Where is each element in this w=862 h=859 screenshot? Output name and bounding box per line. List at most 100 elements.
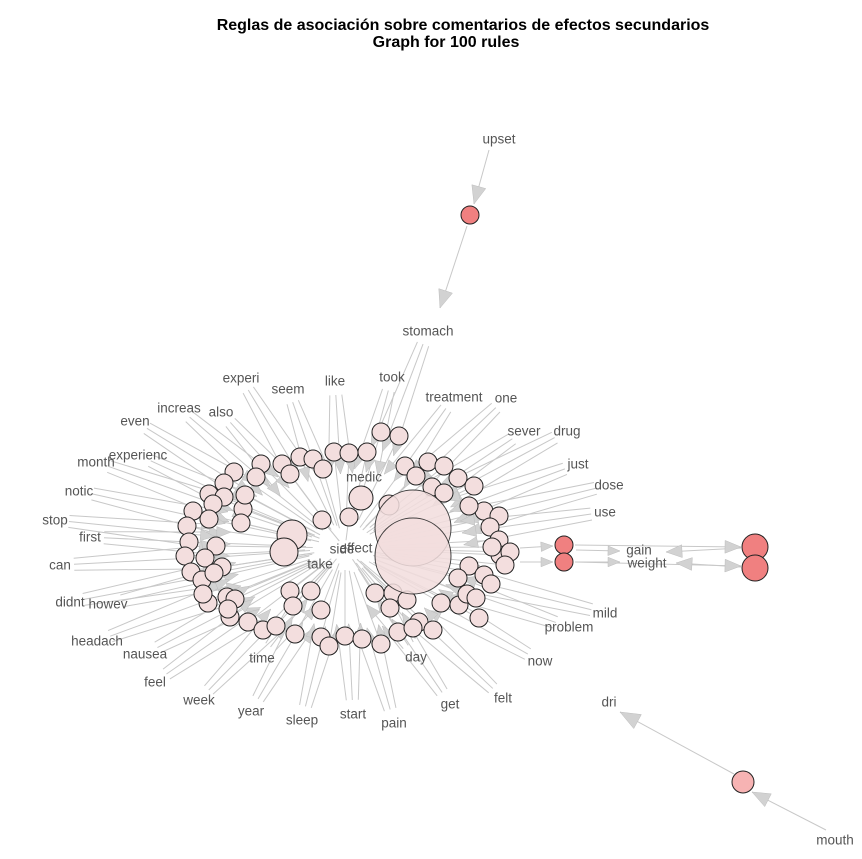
item-label-side: side bbox=[330, 542, 355, 557]
rule-node bbox=[235, 485, 255, 505]
rule-node bbox=[374, 517, 452, 595]
rule-edge bbox=[320, 570, 340, 638]
rule-node bbox=[312, 510, 332, 530]
item-label-use: use bbox=[594, 505, 616, 520]
rule-edge bbox=[333, 451, 343, 525]
rule-node bbox=[266, 616, 286, 636]
rule-node bbox=[280, 464, 300, 484]
rule-edge bbox=[328, 572, 342, 647]
item-label-medic: medic bbox=[346, 470, 382, 485]
rule-edge bbox=[445, 462, 563, 501]
item-label-took: took bbox=[379, 370, 405, 385]
item-label-upset: upset bbox=[482, 132, 515, 147]
rule-edge bbox=[294, 569, 333, 635]
rule-arrowhead bbox=[724, 558, 742, 573]
rule-node bbox=[238, 612, 258, 632]
item-label-effect: effect bbox=[340, 541, 373, 556]
rule-arrowhead bbox=[471, 184, 487, 205]
rule-node bbox=[218, 599, 238, 619]
rule-node bbox=[175, 546, 195, 566]
rule-arrowhead bbox=[199, 529, 216, 541]
rule-node bbox=[313, 459, 333, 479]
item-label-month: month bbox=[77, 455, 115, 470]
rule-edge bbox=[255, 476, 324, 531]
item-label-seem: seem bbox=[271, 382, 304, 397]
rule-node bbox=[495, 555, 515, 575]
rule-edge bbox=[234, 560, 318, 600]
item-label-dri: dri bbox=[601, 695, 616, 710]
item-label-experienc: experienc bbox=[109, 448, 168, 463]
item-label-experi: experi bbox=[223, 371, 260, 386]
rule-edge bbox=[407, 624, 490, 694]
item-label-didnt: didnt bbox=[55, 595, 85, 610]
rule-arrowhead bbox=[213, 579, 230, 591]
rule-arrowheads bbox=[198, 184, 772, 808]
rule-node bbox=[448, 568, 468, 588]
rule-edge bbox=[418, 433, 510, 487]
item-label-can: can bbox=[49, 558, 71, 573]
rule-node bbox=[403, 618, 423, 638]
rule-edge bbox=[426, 609, 526, 660]
item-label-even: even bbox=[120, 414, 149, 429]
item-label-also: also bbox=[209, 405, 234, 420]
rule-node bbox=[301, 581, 321, 601]
rule-node bbox=[335, 626, 355, 646]
rule-node bbox=[731, 770, 755, 794]
rule-arrowhead bbox=[438, 288, 453, 309]
rule-arrowhead bbox=[724, 540, 742, 554]
item-label-start: start bbox=[340, 707, 367, 722]
rule-arrowhead bbox=[665, 544, 683, 558]
rule-arrowhead bbox=[266, 481, 281, 497]
rule-node bbox=[469, 608, 489, 628]
rule-node bbox=[199, 509, 219, 529]
rule-node bbox=[365, 583, 385, 603]
rule-node bbox=[231, 513, 251, 533]
rule-node bbox=[319, 636, 339, 656]
rule-arrowhead bbox=[423, 607, 439, 623]
rule-node bbox=[193, 584, 213, 604]
rule-node bbox=[448, 468, 468, 488]
rule-arrowhead bbox=[383, 459, 398, 475]
rule-edge bbox=[574, 544, 742, 548]
rule-node bbox=[371, 634, 391, 654]
rule-edge bbox=[425, 411, 501, 491]
graph-subtitle-line-2: Graph for 100 rules bbox=[373, 34, 520, 51]
rule-edge bbox=[353, 571, 382, 645]
rule-node bbox=[380, 598, 400, 618]
rule-edge bbox=[619, 711, 735, 775]
rule-arrowhead bbox=[751, 791, 772, 808]
item-label-headach: headach bbox=[71, 634, 123, 649]
rule-arrowhead bbox=[461, 524, 477, 537]
item-label-problem: problem bbox=[545, 620, 594, 635]
rule-edge bbox=[444, 437, 555, 497]
item-label-mild: mild bbox=[593, 606, 618, 621]
rule-node bbox=[423, 620, 443, 640]
item-label-sleep: sleep bbox=[286, 713, 318, 728]
item-label-just: just bbox=[566, 457, 588, 472]
rule-arrowhead bbox=[298, 466, 311, 483]
rule-arrowhead bbox=[459, 513, 476, 526]
rule-node bbox=[371, 422, 391, 442]
rule-arrowhead bbox=[607, 556, 621, 568]
rule-node bbox=[339, 507, 359, 527]
rule-node bbox=[460, 205, 480, 225]
item-label-howev: howev bbox=[88, 597, 127, 612]
item-label-feel: feel bbox=[144, 675, 166, 690]
item-label-first: first bbox=[79, 530, 101, 545]
rule-node bbox=[339, 443, 359, 463]
rule-edge bbox=[221, 552, 315, 568]
item-label-felt: felt bbox=[494, 691, 512, 706]
rule-arrowhead bbox=[374, 460, 387, 476]
item-label-notic: notic bbox=[65, 484, 94, 499]
rule-node bbox=[741, 554, 769, 582]
rule-edge bbox=[262, 628, 314, 703]
item-label-mouth: mouth bbox=[816, 833, 854, 848]
rule-node bbox=[481, 574, 501, 594]
rule-node bbox=[389, 426, 409, 446]
rule-node bbox=[431, 593, 451, 613]
rule-edge bbox=[73, 556, 217, 565]
rule-node bbox=[285, 624, 305, 644]
rule-node bbox=[283, 596, 303, 616]
rule-node bbox=[348, 485, 374, 511]
